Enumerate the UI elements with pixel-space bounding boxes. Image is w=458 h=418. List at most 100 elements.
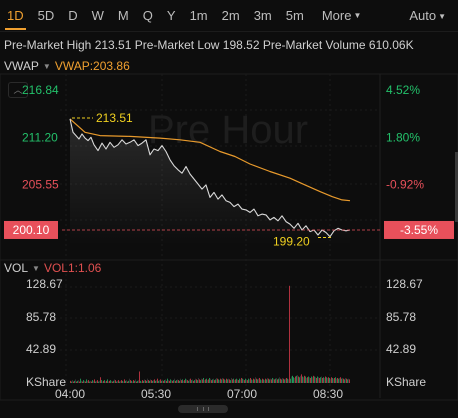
timeframe-3m[interactable]: 3m (253, 7, 272, 23)
volume-bar (203, 377, 204, 383)
volume-bar (130, 380, 131, 383)
volume-bar (341, 378, 342, 383)
volume-bar (288, 379, 289, 383)
timeframe-bar: 1D 5D D W M Q Y 1m 2m 3m 5m More ▼ (0, 0, 458, 32)
volume-bar (263, 379, 264, 383)
volume-bar (271, 379, 272, 383)
volume-bar (287, 378, 288, 383)
volume-bar (229, 379, 230, 383)
timeframe-q[interactable]: Q (142, 7, 153, 23)
volume-bar (98, 381, 99, 383)
volume-bar (161, 380, 162, 383)
volume-bar (75, 379, 76, 383)
volume-bar (206, 378, 207, 383)
volume-bar (281, 379, 282, 383)
volume-left-tick: 128.67 (26, 277, 63, 291)
volume-bar (249, 379, 250, 383)
volume-bar (212, 379, 213, 383)
volume-bar (151, 380, 152, 383)
volume-bar (84, 380, 85, 383)
volume-bar (295, 376, 296, 383)
volume-panel-border (0, 259, 458, 401)
time-tick-label: 08:30 (313, 387, 343, 401)
volume-bar (285, 378, 286, 383)
volume-bar (148, 380, 149, 383)
right-tick-label: -0.92% (386, 177, 424, 191)
volume-bar (190, 378, 191, 383)
volume-bar (253, 378, 254, 383)
volume-bar (205, 379, 206, 383)
volume-bar (108, 381, 109, 383)
volume-bar (333, 378, 334, 383)
volume-bar (301, 374, 302, 383)
volume-bar (349, 379, 350, 383)
volume-bar (122, 380, 123, 383)
volume-bars (70, 285, 350, 383)
timeframe-d[interactable]: D (68, 7, 78, 23)
volume-bar (113, 380, 114, 383)
time-axis: 04:00 05:30 07:00 08:30 (55, 387, 343, 401)
volume-bar (332, 377, 333, 383)
volume-bar (118, 380, 119, 383)
volume-bar (137, 380, 138, 383)
volume-bar (164, 380, 165, 383)
volume-bar (289, 285, 290, 383)
volume-bar (147, 378, 148, 383)
volume-bar (251, 379, 252, 383)
volume-bar (70, 380, 71, 383)
more-timeframes-button[interactable]: More ▼ (315, 0, 369, 32)
timeframe-1d[interactable]: 1D (0, 0, 31, 32)
volume-bar (258, 378, 259, 383)
chart-scrollbar[interactable] (178, 405, 228, 413)
timeframe-y[interactable]: Y (166, 7, 176, 23)
volume-bar (256, 378, 257, 383)
price-indicator[interactable]: VWAP ▼ VWAP:203.86 (4, 59, 130, 73)
vwap-line (69, 118, 351, 202)
current-price-value: 200.10 (13, 223, 50, 237)
volume-bar (156, 380, 157, 383)
volume-bar (286, 377, 287, 383)
chevron-down-icon: ▼ (438, 11, 446, 21)
volume-bar (300, 375, 301, 383)
current-price-badge (4, 220, 58, 239)
volume-bar (259, 377, 260, 383)
volume-bar (120, 380, 121, 383)
volume-bar (121, 380, 122, 383)
volume-bar (172, 380, 173, 383)
more-label: More (321, 7, 352, 23)
timeframe-w[interactable]: W (91, 7, 104, 23)
timeframe-5m[interactable]: 5m (285, 7, 304, 23)
side-scrollbar[interactable] (455, 152, 458, 222)
volume-bar (127, 381, 128, 383)
volume-bar (327, 377, 328, 383)
volume-bar (330, 378, 331, 383)
premarket-low-label: Pre-Market Low (134, 38, 220, 52)
volume-bar (183, 380, 184, 383)
volume-bar (260, 379, 261, 383)
volume-bar (290, 378, 291, 383)
time-tick-label: 04:00 (55, 387, 85, 401)
volume-bar (136, 381, 137, 383)
volume-indicator[interactable]: VOL ▼ VOL1:1.06 (4, 261, 101, 275)
volume-bar (111, 380, 112, 383)
volume-bar (306, 377, 307, 383)
volume-bar (131, 380, 132, 383)
volume-bar (179, 380, 180, 383)
volume-bar (233, 378, 234, 383)
volume-bar (222, 377, 223, 383)
volume-bar (173, 380, 174, 383)
volume-bar (82, 381, 83, 383)
volume-bar (268, 378, 269, 383)
volume-bar (165, 379, 166, 383)
timeframe-5d[interactable]: 5D (37, 7, 55, 23)
collapse-icon[interactable]: ︿ (8, 82, 28, 98)
timeframe-m[interactable]: M (117, 7, 129, 23)
volume-bar (345, 377, 346, 383)
volume-bar (273, 378, 274, 383)
volume-bar (247, 380, 248, 383)
timeframe-2m[interactable]: 2m (221, 7, 240, 23)
time-tick-label: 05:30 (141, 387, 171, 401)
auto-scale-button[interactable]: Auto ▼ (409, 0, 446, 32)
timeframe-1m[interactable]: 1m (189, 7, 208, 23)
